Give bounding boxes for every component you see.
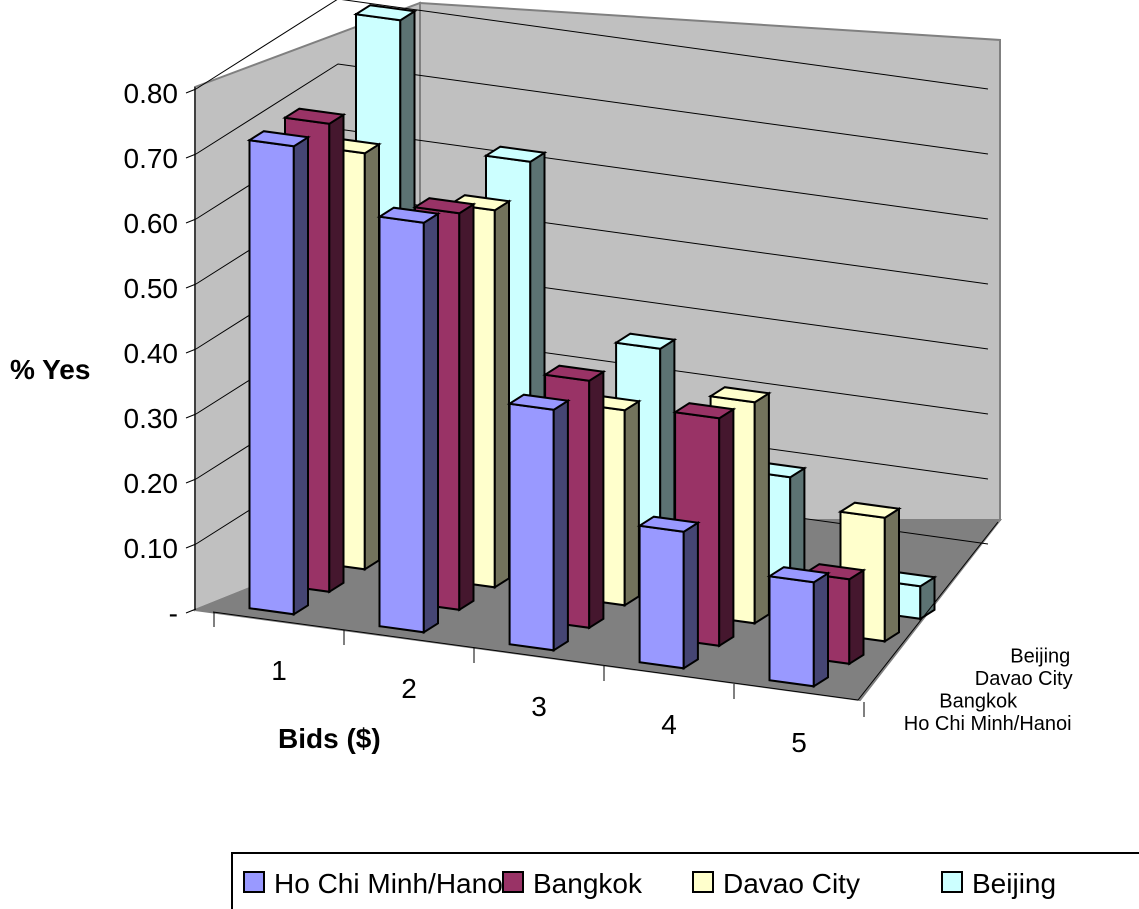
y-tick-mark: [185, 283, 197, 289]
bar-side: [812, 571, 829, 689]
bars: [246, 4, 938, 689]
y-tick-mark: [185, 348, 197, 354]
bar-top: [613, 332, 678, 350]
legend-label: Beijing: [972, 868, 1056, 899]
bar-side: [292, 135, 309, 617]
y-tick-mark: [185, 478, 197, 484]
y-tick-mark: [185, 153, 197, 159]
bar-front: [768, 575, 815, 688]
bar-side: [623, 399, 640, 608]
bar-front: [508, 402, 555, 652]
x-axis-title: Bids ($): [278, 723, 381, 754]
bar-side: [493, 199, 510, 590]
bar-top: [282, 107, 347, 125]
bar-front: [638, 524, 685, 670]
x-tick-label: 1: [271, 655, 287, 686]
legend-swatch: [502, 871, 524, 893]
y-tick-mark: [185, 218, 197, 224]
y-tick-label: 0.50: [124, 273, 179, 304]
depth-tick-label: Bangkok: [939, 690, 1018, 712]
depth-tick-label: Davao City: [975, 668, 1073, 690]
bar-side: [363, 142, 380, 572]
y-tick-mark: [185, 543, 197, 549]
bar-top: [802, 563, 867, 581]
bar-top: [447, 194, 512, 212]
bar-top: [506, 393, 571, 411]
y-tick-label: 0.70: [124, 143, 179, 174]
bar-side: [458, 202, 475, 612]
bar: [376, 206, 441, 635]
bar-front: [248, 139, 295, 616]
x-tick-label: 5: [791, 727, 807, 758]
bar: [246, 130, 311, 617]
bar-top: [483, 145, 548, 163]
y-tick-mark: [185, 608, 197, 614]
y-axis-ticks: - 0.10 0.20 0.30 0.40 0.50 0.60 0.70 0.80: [124, 78, 197, 629]
bar-side: [682, 520, 699, 671]
bar-top: [707, 386, 772, 404]
bar-top: [353, 4, 418, 22]
legend-swatch: [941, 871, 963, 893]
bar-top: [766, 566, 831, 584]
bar-side: [848, 568, 865, 666]
y-tick-label: 0.20: [124, 468, 179, 499]
bar: [636, 515, 701, 671]
y-tick-label: 0.60: [124, 208, 179, 239]
y-axis-title: % Yes: [10, 354, 90, 385]
bar-side: [328, 112, 345, 594]
bar-top: [672, 402, 737, 420]
depth-axis-line: [857, 521, 999, 701]
bar-front: [378, 215, 425, 634]
bar-side: [588, 369, 605, 630]
y-tick-mark: [185, 413, 197, 419]
legend-box: [231, 852, 1139, 909]
bar-top: [376, 206, 441, 224]
bar-top: [246, 130, 311, 148]
x-axis-ticks: 1 2 3 4 5: [212, 611, 865, 758]
bar: [766, 566, 831, 689]
x-tick-label: 4: [661, 709, 677, 740]
y-tick-label: 0.30: [124, 403, 179, 434]
bar-side: [753, 391, 770, 626]
x-axis-line: [212, 611, 859, 701]
bar-top: [636, 515, 701, 533]
bar-side: [718, 407, 735, 648]
y-tick-label: 0.10: [124, 533, 179, 564]
y-tick-label: 0.40: [124, 338, 179, 369]
legend-label: Davao City: [723, 868, 860, 899]
legend-label: Ho Chi Minh/Hanoi: [274, 868, 509, 899]
y-tick-mark: [185, 88, 197, 94]
gridline: [195, 63, 989, 155]
legend-swatch: [692, 871, 714, 893]
bar-side: [422, 211, 439, 635]
depth-tick-label: Ho Chi Minh/Hanoi: [904, 713, 1072, 735]
depth-tick-label: Beijing: [1010, 645, 1070, 667]
bar: [506, 393, 571, 653]
legend-label: Bangkok: [533, 868, 643, 899]
bar-top: [412, 197, 477, 215]
bar-top: [542, 364, 607, 382]
x-tick-label: 3: [531, 691, 547, 722]
y-tick-label: -: [169, 598, 178, 629]
x-tick-label: 2: [401, 673, 417, 704]
gridline: [195, 0, 989, 90]
bar-side: [883, 506, 900, 644]
legend-swatch: [243, 871, 265, 893]
y-tick-label: 0.80: [124, 78, 179, 109]
bar-side: [552, 398, 569, 653]
legend: Ho Chi Minh/Hanoi Bangkok Davao City Beijin…: [231, 852, 1139, 909]
bar-top: [837, 501, 902, 519]
